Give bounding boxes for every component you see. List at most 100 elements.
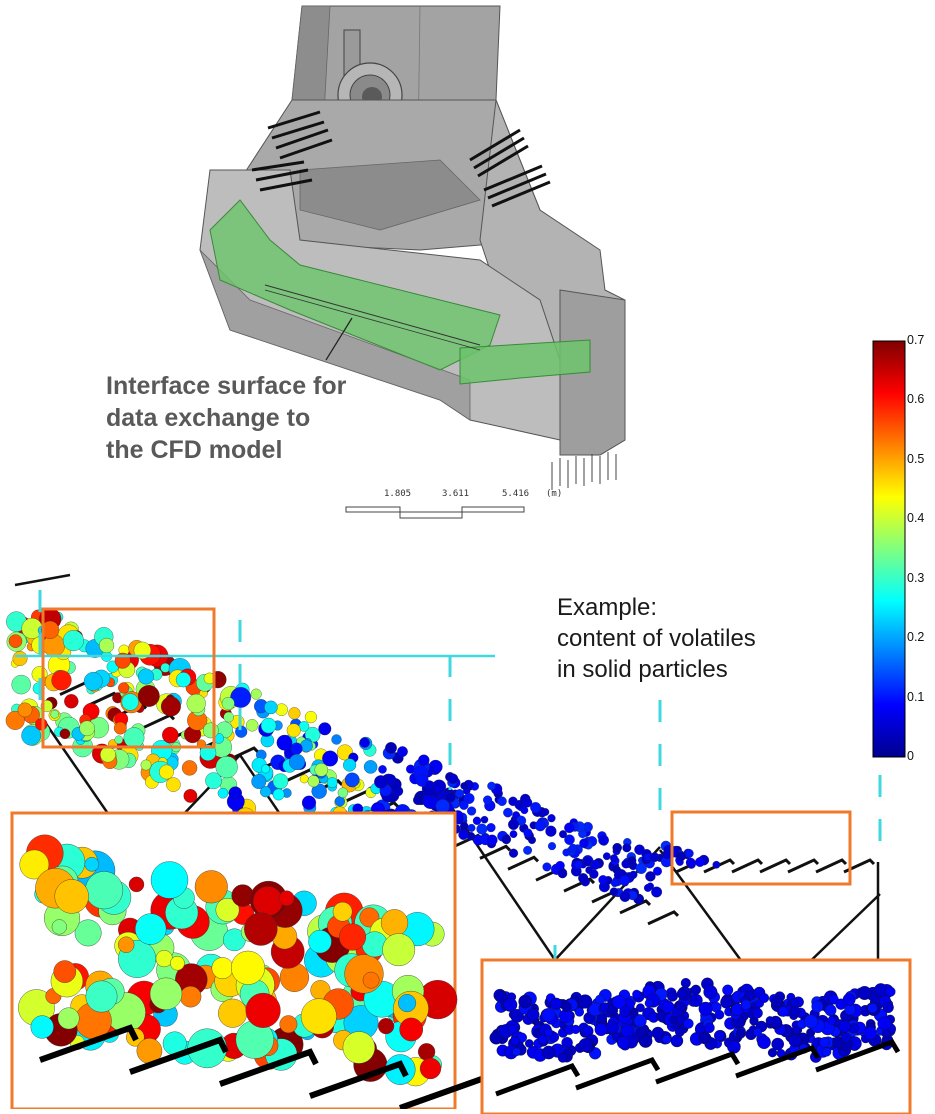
bed-particle <box>547 842 557 851</box>
inset-particle <box>537 1034 548 1045</box>
inset-particle <box>571 1024 581 1035</box>
inset-particle <box>704 1022 715 1034</box>
inset-particle <box>596 1013 608 1024</box>
bed-particle <box>643 883 652 892</box>
inset-particle <box>278 890 295 906</box>
inset-particle <box>790 1006 801 1017</box>
inset-particle <box>670 1034 684 1048</box>
furnace-model <box>199 5 626 519</box>
bed-particle <box>21 725 42 746</box>
inset-particle <box>819 1036 831 1048</box>
bed-particle <box>545 825 557 837</box>
inset-particle <box>215 897 240 922</box>
bed-particle <box>290 742 303 755</box>
bed-particle <box>5 710 25 730</box>
inset-particle <box>378 1018 395 1035</box>
inset-particle <box>245 992 281 1028</box>
inset-particle <box>703 985 718 1000</box>
bed-particle <box>585 866 594 874</box>
inset-particle <box>149 977 183 1010</box>
grate-step <box>227 746 260 762</box>
bed-particle <box>458 829 469 840</box>
inset-particle <box>170 955 185 971</box>
inset-particle <box>827 1016 837 1025</box>
inset-particle <box>838 1020 851 1033</box>
inset-particle <box>74 919 102 947</box>
inset-particle <box>612 995 626 1009</box>
bed-particle <box>160 662 171 673</box>
grate-step <box>479 844 512 860</box>
bed-particle <box>574 860 583 869</box>
inset-particle <box>578 994 593 1009</box>
example-line-1: Example: <box>557 594 658 621</box>
bed-particle <box>645 871 656 882</box>
inset-particle <box>669 1015 678 1025</box>
inset-particle <box>332 901 353 922</box>
bed-particle <box>598 834 609 846</box>
bed-particle <box>261 764 270 774</box>
inset-particle <box>53 960 77 983</box>
bed-particle <box>612 842 622 853</box>
bed-particle <box>385 742 397 754</box>
bed-particle <box>503 807 513 818</box>
annotation-line-2: data exchange to <box>106 404 311 432</box>
inset-particle <box>544 1027 553 1037</box>
inset-particle <box>757 1035 771 1050</box>
inset-particle <box>882 1001 894 1014</box>
bed-particle <box>166 777 181 792</box>
inset-particle <box>362 971 380 989</box>
bed-particle <box>684 848 694 858</box>
bed-particle <box>530 802 542 813</box>
bed-particle <box>598 875 608 885</box>
inset-particle <box>771 996 783 1008</box>
bed-particle <box>221 697 235 710</box>
bed-particle <box>334 796 345 807</box>
bed-particle <box>413 795 423 806</box>
bed-particle <box>114 735 124 745</box>
inset-particle <box>339 923 367 951</box>
bed-particle <box>343 758 357 772</box>
bed-particle <box>199 744 217 761</box>
leader-line <box>325 317 353 361</box>
inset-particle <box>638 1034 653 1048</box>
colorbar-tick-label: 0.4 <box>907 511 925 526</box>
bed-particle <box>186 693 206 714</box>
bed-particle <box>311 783 327 799</box>
bed-particle <box>557 868 568 879</box>
bed-particle <box>435 799 450 814</box>
bed-particle <box>288 707 301 720</box>
bed-particle <box>11 674 31 695</box>
inset-particle <box>619 1005 631 1017</box>
grate-step <box>759 858 792 874</box>
inset-grate-step <box>308 1060 409 1099</box>
inset-particle <box>51 919 67 935</box>
inset-particle <box>867 1002 878 1014</box>
bed-particle <box>455 789 465 798</box>
interface-annotation: Interface surface for data exchange to t… <box>106 370 426 466</box>
bed-particle <box>467 806 477 816</box>
inset-particle <box>824 1004 837 1017</box>
bed-particle <box>501 834 512 845</box>
inset-particle <box>57 1007 80 1030</box>
inset-particle <box>494 990 507 1003</box>
bed-particle <box>555 860 565 871</box>
inset-particle <box>767 1048 778 1058</box>
bed-particle <box>447 773 459 784</box>
inset-particle <box>863 1026 877 1040</box>
bed-particle <box>472 816 482 825</box>
bed-particle <box>568 843 578 853</box>
bed-particle <box>542 862 552 872</box>
bed-particle <box>415 773 429 787</box>
bed-particle <box>137 685 160 707</box>
inset-particle <box>244 912 278 946</box>
inset-grate-step <box>735 1044 821 1079</box>
grate-step <box>787 858 820 874</box>
bed-particle <box>685 857 696 868</box>
inset-particle <box>662 1035 672 1045</box>
bed-particle <box>41 620 60 639</box>
bed-particle <box>289 753 306 771</box>
bed-particle <box>653 866 662 876</box>
bed-particle <box>217 787 229 799</box>
bed-particle <box>264 700 278 715</box>
inset-particle <box>155 950 173 968</box>
